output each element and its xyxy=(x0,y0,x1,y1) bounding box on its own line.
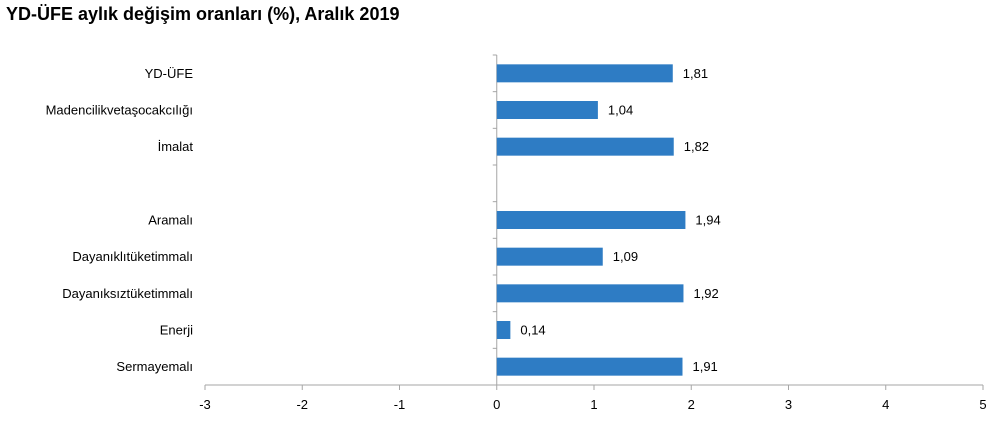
x-tick-label: -3 xyxy=(199,397,211,412)
x-tick-label: -2 xyxy=(296,397,308,412)
category-label: İmalat xyxy=(158,139,194,154)
bar xyxy=(496,101,598,119)
category-label: Dayanıklıtüketimmalı xyxy=(72,249,193,264)
x-tick-label: 1 xyxy=(590,397,597,412)
category-label: Sermayemalı xyxy=(116,359,193,374)
value-label: 1,09 xyxy=(613,249,638,264)
x-tick-label: -1 xyxy=(394,397,406,412)
bar xyxy=(496,321,511,339)
x-tick-label: 0 xyxy=(493,397,500,412)
category-label: Madencilikvetaşocakcılığı xyxy=(46,103,193,118)
bar xyxy=(496,247,603,266)
chart-bars xyxy=(496,64,686,376)
chart-title: YD-ÜFE aylık değişim oranları (%), Aralı… xyxy=(6,4,400,24)
category-label: YD-ÜFE xyxy=(145,66,194,81)
category-label: Dayanıksıztüketimmalı xyxy=(62,286,193,301)
x-axis-ticks: -3 -2 -1 0 1 2 3 4 5 xyxy=(199,385,987,412)
bar xyxy=(496,64,673,83)
bar xyxy=(496,357,683,376)
value-label: 1,04 xyxy=(608,103,633,118)
bar xyxy=(496,284,684,303)
value-label: 1,92 xyxy=(693,286,718,301)
bar xyxy=(496,211,686,229)
value-label: 1,91 xyxy=(692,359,717,374)
value-label: 1,82 xyxy=(684,139,709,154)
value-label: 1,94 xyxy=(695,213,720,228)
bar xyxy=(496,137,674,156)
category-labels: YD-ÜFE Madencilikvetaşocakcılığı İmalat Ara… xyxy=(46,66,194,374)
value-label: 0,14 xyxy=(520,323,545,338)
category-label: Enerji xyxy=(160,323,193,338)
value-label: 1,81 xyxy=(683,66,708,81)
x-tick-label: 2 xyxy=(688,397,695,412)
x-tick-label: 4 xyxy=(882,397,889,412)
category-label: Aramalı xyxy=(148,213,193,228)
x-tick-label: 5 xyxy=(979,397,986,412)
x-tick-label: 3 xyxy=(785,397,792,412)
value-labels: 1,81 1,04 1,82 1,94 1,09 1,92 0,14 1,91 xyxy=(520,66,720,374)
